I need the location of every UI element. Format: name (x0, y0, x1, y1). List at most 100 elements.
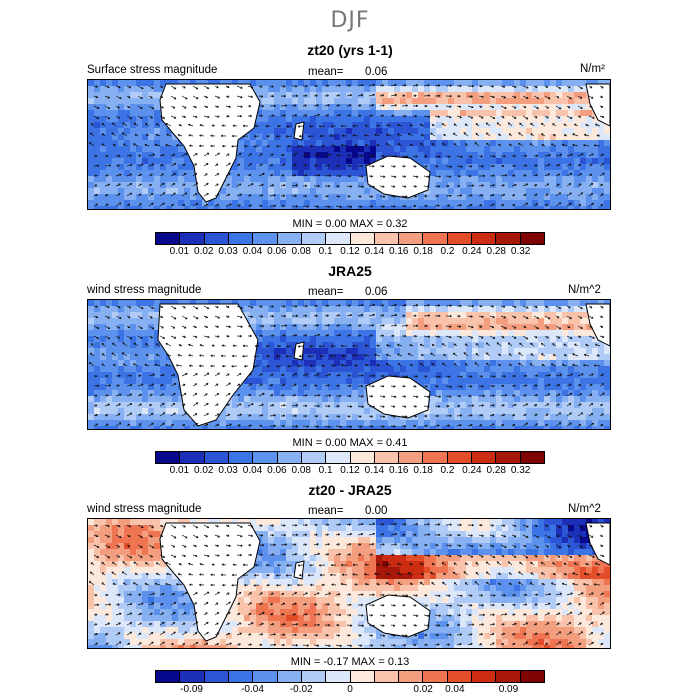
colorbar-swatch (472, 452, 497, 463)
colorbar-tick-label: 0.12 (340, 465, 360, 476)
colorbar-swatch (472, 233, 497, 244)
panel-1-colorbar-ticks: 0.01 0.02 0.03 0.04 0.06 0.08 0.1 0.12 0.14 0.16 0… (155, 246, 545, 258)
colorbar-tick-label: 0.14 (364, 246, 385, 257)
colorbar-tick-label: 0.12 (340, 246, 360, 257)
panel-3-map-canvas (88, 519, 610, 648)
panel-2-mean-value: 0.06 (365, 286, 388, 298)
colorbar-swatch (156, 233, 181, 244)
panel-1-colorbar (155, 232, 545, 245)
americas-landmass (585, 303, 610, 347)
colorbar-swatch (423, 233, 448, 244)
colorbar-tick-label: 0.18 (413, 465, 433, 476)
colorbar-tick-label: 0.04 (242, 465, 263, 476)
colorbar-swatch (374, 233, 400, 244)
colorbar-swatch (180, 233, 205, 244)
panel-1-min-max: MIN = 0.00 MAX = 0.32 (292, 218, 408, 230)
colorbar-tick-label: 0.02 (194, 246, 214, 257)
colorbar-tick-label: 0.16 (389, 246, 409, 257)
colorbar-swatch (399, 671, 424, 682)
americas-landmass (585, 83, 610, 127)
colorbar-swatch (520, 671, 544, 682)
wind-vectors (88, 303, 605, 429)
panel-3-variable-label: wind stress magnitude (87, 503, 202, 515)
panel-3-mean-label: mean= (308, 505, 344, 517)
colorbar-tick-label: 0.32 (510, 246, 531, 257)
colorbar-tick-label: 0.28 (486, 465, 506, 476)
colorbar-tick-label: 0.32 (510, 465, 531, 476)
colorbar-tick-label: 0.02 (194, 465, 214, 476)
colorbar-swatch (204, 233, 229, 244)
colorbar-tick-label: 0.06 (267, 246, 287, 257)
colorbar-tick-label: 0.1 (318, 246, 333, 257)
panel-1-units: N/m² (580, 63, 605, 75)
colorbar-tick-label: -0.02 (289, 684, 313, 695)
panel-2-mean-label: mean= (308, 286, 344, 298)
colorbar-swatch (301, 233, 327, 244)
colorbar-tick-label: 0.14 (364, 465, 385, 476)
colorbar-swatch (520, 452, 544, 463)
panel-1-map (87, 79, 611, 210)
colorbar-swatch (399, 233, 424, 244)
colorbar-swatch (204, 452, 229, 463)
colorbar-swatch (520, 233, 544, 244)
colorbar-tick-label: 0.08 (291, 246, 311, 257)
panel-2-map-canvas (88, 300, 610, 429)
panel-2-units: N/m^2 (568, 284, 601, 296)
colorbar-tick-label: 0.03 (218, 246, 238, 257)
colorbar-tick-label: 0.06 (267, 465, 287, 476)
colorbar-tick-label: 0.2 (440, 465, 455, 476)
panel-1-mean-value: 0.06 (365, 66, 388, 78)
colorbar-swatch (253, 233, 278, 244)
colorbar-swatch (496, 671, 521, 682)
colorbar-swatch (350, 233, 375, 244)
wind-vectors (88, 522, 605, 648)
panel-2-title: JRA25 (328, 263, 372, 279)
panel-2-colorbar (155, 451, 545, 464)
colorbar-swatch (399, 452, 424, 463)
colorbar-swatch (204, 671, 229, 682)
colorbar-swatch (326, 233, 351, 244)
panel-2-colorbar-ticks: 0.01 0.02 0.03 0.04 0.06 0.08 0.1 0.12 0.14 0.16 0… (155, 465, 545, 477)
panel-3-min-max: MIN = -0.17 MAX = 0.13 (290, 656, 410, 668)
field-cells (88, 300, 610, 429)
colorbar-tick-label: 0 (347, 684, 353, 695)
colorbar-tick-label: 0.2 (440, 246, 455, 257)
land-mask (159, 522, 610, 642)
colorbar-swatch (253, 452, 278, 463)
colorbar-swatch (277, 671, 302, 682)
colorbar-swatch (423, 671, 448, 682)
colorbar-swatch (277, 452, 302, 463)
colorbar-swatch (301, 452, 327, 463)
panel-2-map (87, 299, 611, 430)
colorbar-tick-label: -0.09 (180, 684, 203, 695)
colorbar-swatch (447, 452, 473, 463)
colorbar-tick-label: 0.24 (462, 246, 482, 257)
colorbar-swatch (447, 671, 473, 682)
colorbar-swatch (496, 452, 521, 463)
colorbar-swatch (228, 233, 254, 244)
africa-landmass (159, 83, 261, 203)
colorbar-swatch (374, 452, 400, 463)
panel-3-colorbar (155, 670, 545, 683)
colorbar-tick-label: 0.24 (462, 465, 482, 476)
colorbar-swatch (326, 671, 351, 682)
panel-1-title: zt20 (yrs 1-1) (307, 42, 393, 58)
americas-landmass (585, 522, 610, 566)
panel-1-variable-label: Surface stress magnitude (87, 64, 218, 76)
colorbar-tick-label: 0.1 (318, 465, 333, 476)
colorbar-swatch (326, 452, 351, 463)
colorbar-tick-label: 0.04 (445, 684, 465, 695)
panel-2-min-max: MIN = 0.00 MAX = 0.41 (292, 437, 408, 449)
panel-1-map-canvas (88, 80, 610, 209)
colorbar-swatch (496, 233, 521, 244)
colorbar-tick-label: 0.01 (169, 465, 190, 476)
colorbar-tick-label: 0.03 (218, 465, 238, 476)
figure-title: DJF (330, 8, 370, 33)
colorbar-swatch (350, 452, 375, 463)
colorbar-swatch (350, 671, 375, 682)
colorbar-swatch (228, 671, 254, 682)
panel-3-title: zt20 - JRA25 (308, 482, 392, 498)
madagascar-landmass (293, 121, 305, 141)
colorbar-tick-label: 0.02 (413, 684, 433, 695)
colorbar-tick-label: 0.18 (413, 246, 433, 257)
